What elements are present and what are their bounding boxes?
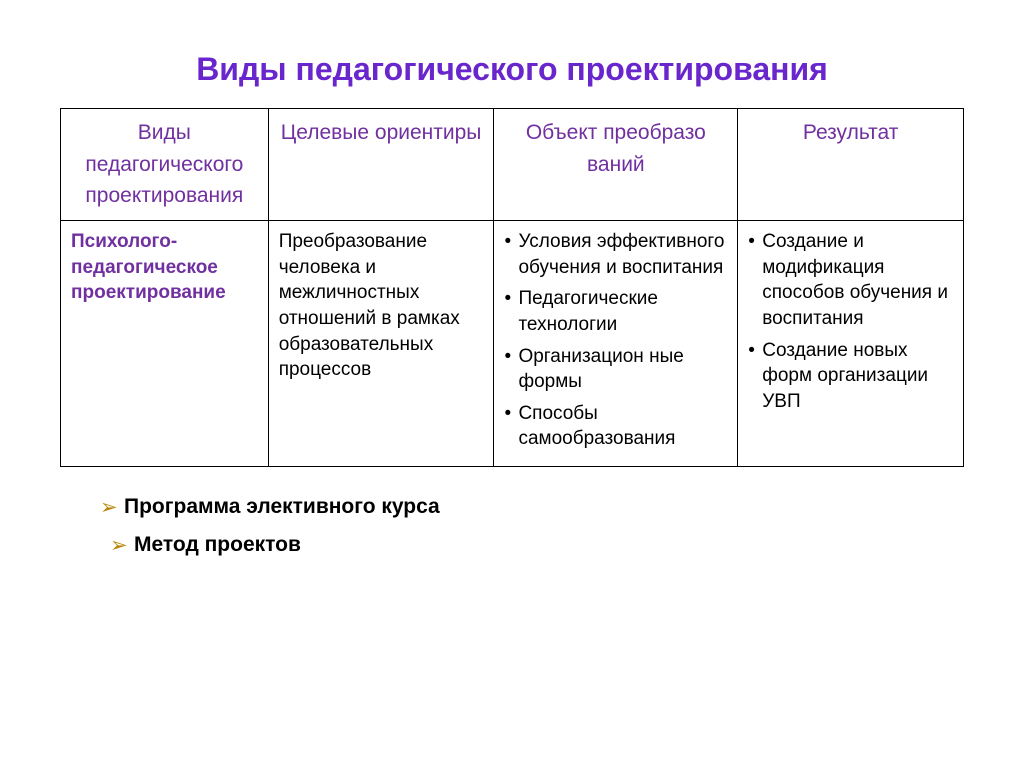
header-cell: Объект преобразо ваний [494, 109, 738, 221]
footer-item: Метод проектов [110, 533, 964, 557]
cell-results: Создание и модификация способов обучения… [738, 220, 964, 466]
cell-objects: Условия эффективного обучения и воспитан… [494, 220, 738, 466]
bullet-list: Создание и модификация способов обучения… [748, 229, 953, 414]
cell-targets: Преобразование человека и межличностных … [268, 220, 494, 466]
table-row: Психолого-педагогическое проектирование … [61, 220, 964, 466]
list-item: Создание новых форм организации УВП [748, 338, 953, 415]
list-item: Условия эффективного обучения и воспитан… [504, 229, 727, 280]
footer-list: Программа элективного курса Метод проекто… [60, 495, 964, 557]
list-item: Способы самообразования [504, 401, 727, 452]
list-item: Педагогические технологии [504, 286, 727, 337]
header-cell: Результат [738, 109, 964, 221]
footer-item: Программа элективного курса [100, 495, 964, 519]
list-item: Создание и модификация способов обучения… [748, 229, 953, 332]
page-title: Виды педагогического проектирования [60, 51, 964, 88]
list-item: Организацион ные формы [504, 344, 727, 395]
header-cell: Целевые ориентиры [268, 109, 494, 221]
row-label-cell: Психолого-педагогическое проектирование [61, 220, 269, 466]
table-header-row: Виды педагогического проектирования Целе… [61, 109, 964, 221]
header-cell: Виды педагогического проектирования [61, 109, 269, 221]
main-table: Виды педагогического проектирования Целе… [60, 108, 964, 467]
bullet-list: Условия эффективного обучения и воспитан… [504, 229, 727, 452]
